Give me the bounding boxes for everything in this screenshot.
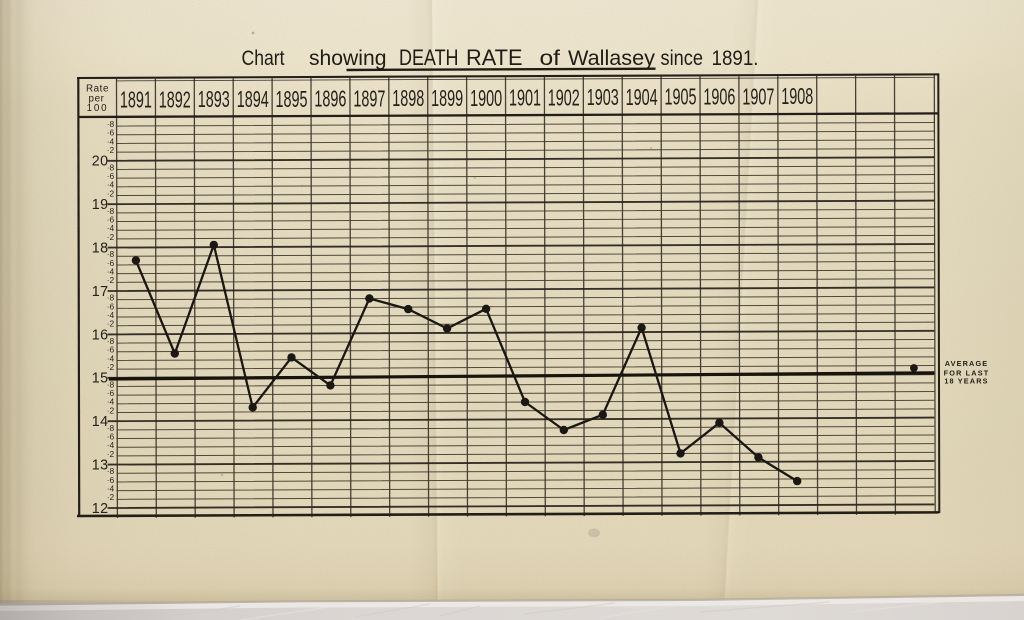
- svg-text:FOR LAST: FOR LAST: [944, 368, 990, 377]
- svg-text:·6: ·6: [107, 301, 115, 311]
- svg-text:19: 19: [92, 197, 109, 213]
- svg-text:·4: ·4: [107, 397, 115, 407]
- svg-text:·8: ·8: [107, 379, 115, 389]
- svg-text:·2: ·2: [107, 145, 115, 155]
- svg-text:·2: ·2: [107, 449, 115, 459]
- svg-text:1907: 1907: [742, 83, 774, 109]
- svg-text:·4: ·4: [107, 440, 115, 450]
- svg-text:·6: ·6: [107, 388, 115, 398]
- svg-text:·2: ·2: [107, 492, 115, 502]
- svg-text:1903: 1903: [587, 84, 619, 110]
- svg-text:·8: ·8: [107, 293, 115, 303]
- svg-text:·4: ·4: [107, 180, 115, 190]
- svg-text:·2: ·2: [107, 275, 115, 285]
- svg-text:20: 20: [92, 154, 109, 170]
- svg-text:·8: ·8: [107, 206, 115, 216]
- svg-text:·4: ·4: [107, 353, 115, 363]
- svg-text:per: per: [89, 93, 105, 104]
- svg-text:100: 100: [87, 103, 109, 114]
- svg-text:·2: ·2: [107, 319, 115, 329]
- svg-text:·6: ·6: [107, 345, 115, 355]
- svg-text:·2: ·2: [107, 232, 115, 242]
- svg-text:18: 18: [92, 241, 109, 257]
- svg-text:17: 17: [92, 284, 109, 300]
- svg-text:1896: 1896: [314, 86, 346, 112]
- svg-text:·4: ·4: [107, 267, 115, 277]
- svg-text:1900: 1900: [470, 85, 502, 111]
- svg-text:1901: 1901: [509, 85, 541, 111]
- svg-text:12: 12: [92, 501, 109, 517]
- svg-text:·2: ·2: [107, 362, 115, 372]
- svg-text:1899: 1899: [431, 85, 463, 111]
- svg-text:1908: 1908: [781, 83, 813, 109]
- svg-text:·6: ·6: [107, 215, 115, 225]
- svg-text:·8: ·8: [107, 119, 115, 129]
- svg-text:14: 14: [92, 414, 109, 430]
- svg-text:1897: 1897: [353, 85, 385, 111]
- svg-text:1895: 1895: [276, 86, 308, 112]
- svg-text:·2: ·2: [107, 188, 115, 198]
- svg-text:·6: ·6: [107, 432, 115, 442]
- svg-text:1898: 1898: [392, 85, 424, 111]
- svg-text:·4: ·4: [107, 310, 115, 320]
- svg-text:·4: ·4: [107, 223, 115, 233]
- svg-text:·8: ·8: [107, 336, 115, 346]
- svg-text:1902: 1902: [548, 84, 580, 110]
- svg-text:·8: ·8: [107, 466, 115, 476]
- svg-text:1906: 1906: [703, 84, 735, 110]
- svg-text:18 YEARS: 18 YEARS: [944, 377, 988, 386]
- svg-text:·6: ·6: [107, 475, 115, 485]
- svg-text:1905: 1905: [665, 84, 697, 110]
- svg-text:·6: ·6: [107, 128, 115, 138]
- svg-text:1894: 1894: [237, 86, 269, 112]
- svg-text:·4: ·4: [107, 484, 115, 494]
- svg-text:15: 15: [92, 371, 109, 387]
- svg-text:·8: ·8: [107, 162, 115, 172]
- svg-text:1893: 1893: [198, 86, 230, 112]
- svg-text:16: 16: [92, 327, 109, 343]
- svg-text:1904: 1904: [626, 84, 658, 110]
- svg-text:1891: 1891: [120, 87, 152, 113]
- svg-text:·8: ·8: [107, 249, 115, 259]
- svg-text:·4: ·4: [107, 136, 115, 146]
- svg-text:1892: 1892: [159, 86, 191, 112]
- svg-text:·6: ·6: [107, 258, 115, 268]
- svg-text:13: 13: [92, 458, 109, 474]
- svg-text:AVERAGE: AVERAGE: [945, 359, 989, 368]
- svg-text:·6: ·6: [107, 171, 115, 181]
- svg-text:·2: ·2: [107, 405, 115, 415]
- svg-text:Rate: Rate: [86, 84, 109, 95]
- svg-text:·8: ·8: [107, 423, 115, 433]
